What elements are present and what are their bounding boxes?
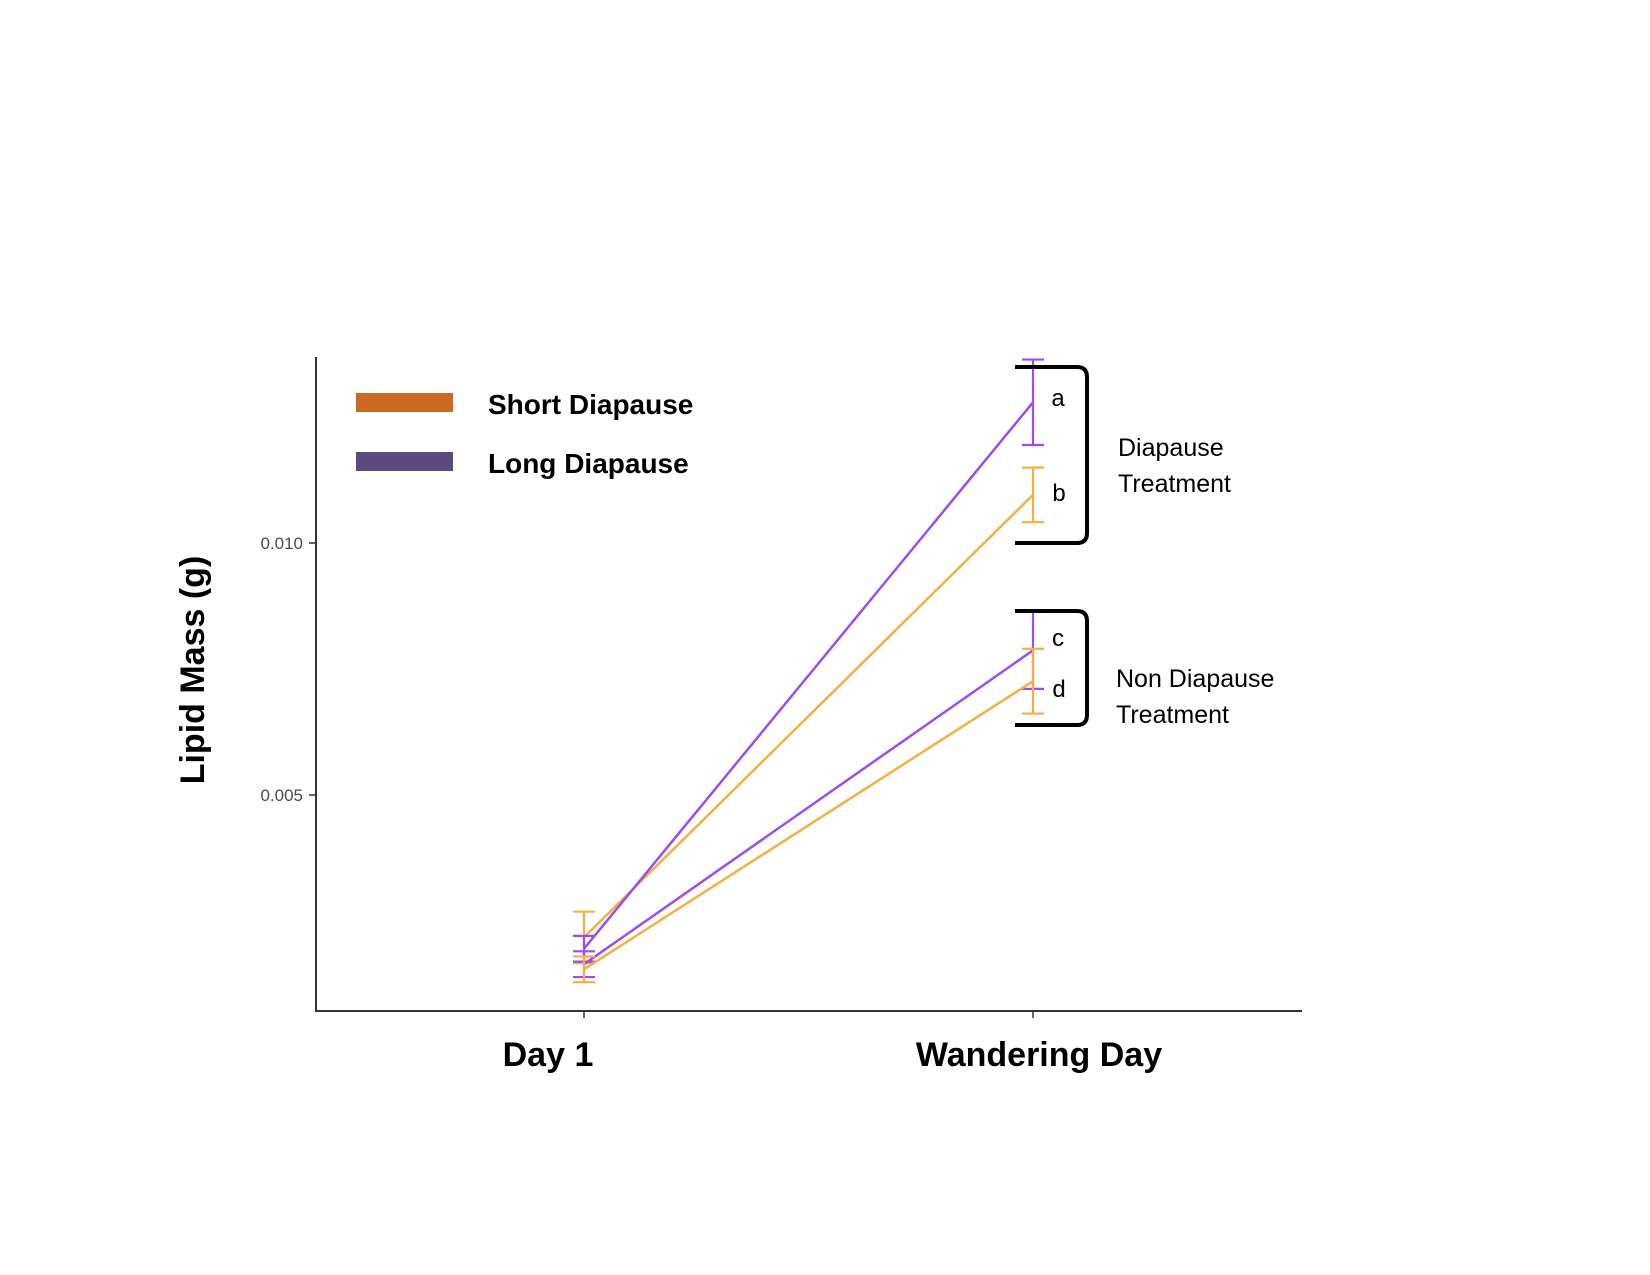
group-label-diapause-treatment-line2: Treatment (1118, 470, 1231, 498)
series-layer (573, 358, 1044, 984)
series-line-1 (583, 401, 1034, 950)
legend-swatch-long-diapause (356, 452, 453, 471)
y-axis-title: Lipid Mass (g) (174, 556, 212, 785)
x-tick-label-day1: Day 1 (503, 1036, 594, 1074)
series-line-2 (583, 649, 1034, 966)
y-tick-label: 0.005 (260, 786, 303, 805)
series-line-0 (583, 494, 1034, 939)
significance-letter-b: b (1052, 480, 1065, 507)
y-tick-label: 0.010 (260, 534, 303, 553)
significance-letter-a: a (1051, 385, 1065, 412)
legend-label-long-diapause: Long Diapause (488, 448, 689, 479)
significance-letter-d: d (1052, 676, 1065, 703)
diapause-treatment-bracket (1015, 365, 1089, 545)
group-label-non-diapause-treatment-line2: Treatment (1116, 701, 1229, 729)
x-tick-label-wandering-day: Wandering Day (916, 1036, 1162, 1074)
legend: Short Diapause Long Diapause (356, 389, 693, 479)
legend-swatch-short-diapause (356, 393, 453, 412)
group-label-non-diapause-treatment-line1: Non Diapause (1116, 665, 1274, 693)
legend-label-short-diapause: Short Diapause (488, 389, 693, 420)
non-diapause-treatment-bracket (1015, 609, 1089, 727)
series-line-3 (583, 680, 1034, 971)
significance-letter-c: c (1052, 625, 1064, 652)
group-label-diapause-treatment-line1: Diapause (1118, 434, 1224, 462)
